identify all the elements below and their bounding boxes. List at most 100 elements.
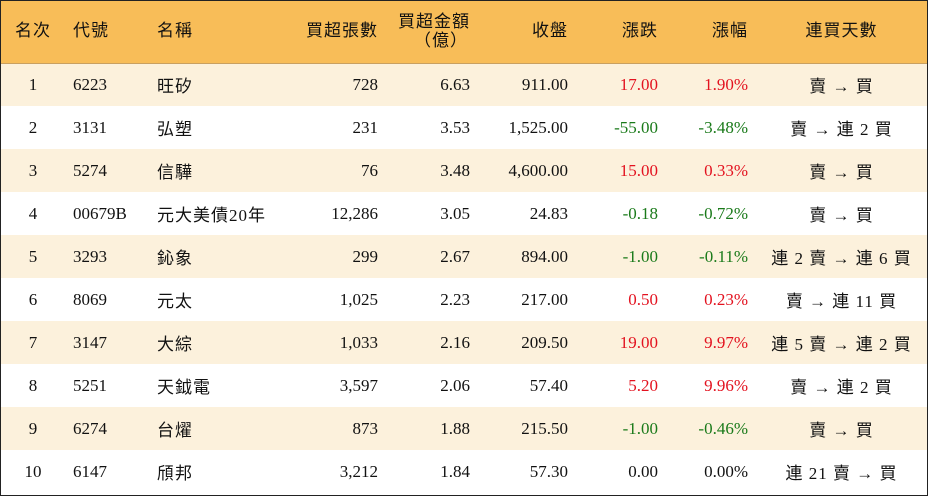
cell-change: 0.00	[628, 461, 658, 481]
cell-net-amount: 2.23	[440, 289, 470, 309]
cell-net-lots: 873	[352, 418, 379, 438]
cell-net-lots: 1,025	[339, 289, 378, 309]
cell-net-lots: 299	[352, 246, 379, 266]
cell-net-lots: 231	[352, 117, 379, 137]
cell-net-lots: 76	[361, 160, 378, 180]
header-net-lots: 買超張數	[294, 1, 386, 64]
cell-net-amount: 1.84	[440, 461, 470, 481]
cell-net-amount: 1.88	[440, 418, 470, 438]
header-net-amount-line1: 買超金額	[398, 12, 470, 32]
cell-net-amount: 3.05	[440, 203, 470, 223]
cell-net-lots: 3,597	[339, 375, 378, 395]
table-row: 9 6274 台燿 873 1.88 215.50 -1.00 -0.46% 賣…	[1, 407, 927, 450]
cell-code: 6274	[73, 418, 107, 438]
header-net-amount-line2: （億）	[414, 30, 468, 50]
cell-code: 3131	[73, 117, 107, 137]
cell-change: 5.20	[628, 375, 658, 395]
table-row: 7 3147 大綜 1,033 2.16 209.50 19.00 9.97% …	[1, 321, 927, 364]
header-close: 收盤	[478, 1, 576, 64]
header-name: 名稱	[149, 1, 294, 64]
cell-streak: 賣 → 買	[809, 206, 874, 225]
header-streak: 連買天數	[756, 1, 927, 64]
cell-change-pct: 0.33%	[704, 160, 748, 180]
header-net-amount: 買超金額 （億）	[386, 1, 478, 64]
table-row: 3 5274 信驊 76 3.48 4,600.00 15.00 0.33% 賣…	[1, 149, 927, 192]
cell-net-amount: 3.48	[440, 160, 470, 180]
cell-code: 5251	[73, 375, 107, 395]
cell-rank: 2	[28, 117, 38, 137]
cell-close: 4,600.00	[508, 160, 569, 180]
header-rank: 名次	[1, 1, 65, 64]
cell-rank: 8	[28, 375, 38, 395]
cell-change-pct: 1.90%	[704, 74, 748, 94]
cell-streak: 賣 → 連 11 買	[785, 292, 898, 311]
cell-change-pct: 0.00%	[704, 461, 748, 481]
cell-name: 鈊象	[157, 249, 193, 268]
cell-change-pct: -0.72%	[698, 203, 748, 223]
cell-net-amount: 2.67	[440, 246, 470, 266]
cell-close: 24.83	[529, 203, 568, 223]
cell-code: 8069	[73, 289, 107, 309]
cell-rank: 5	[28, 246, 38, 266]
cell-name: 元太	[157, 292, 193, 311]
cell-change-pct: -0.11%	[699, 246, 748, 266]
cell-streak: 連 5 賣 → 連 2 買	[771, 335, 912, 354]
cell-change: -1.00	[622, 418, 658, 438]
cell-net-amount: 2.06	[440, 375, 470, 395]
header-change: 漲跌	[576, 1, 666, 64]
cell-close: 209.50	[521, 332, 568, 352]
table-row: 2 3131 弘塑 231 3.53 1,525.00 -55.00 -3.48…	[1, 106, 927, 149]
table-row: 1 6223 旺矽 728 6.63 911.00 17.00 1.90% 賣 …	[1, 63, 927, 106]
cell-change: -55.00	[614, 117, 658, 137]
cell-streak: 賣 → 連 2 買	[790, 120, 893, 139]
cell-net-amount: 2.16	[440, 332, 470, 352]
table-body: 1 6223 旺矽 7 2 8 6.63 911.00 17.00 1.90% 賣 …	[1, 63, 927, 493]
cell-rank: 3	[28, 160, 38, 180]
cell-rank: 1	[28, 74, 38, 94]
cell-close: 894.00	[521, 246, 568, 266]
table-header: 名次 代號 名稱 買超張數 買超金額 （億） 收盤 漲跌 漲幅 連買天數	[1, 1, 927, 64]
cell-name: 元大美債20年	[157, 206, 266, 225]
cell-streak: 賣 → 買	[809, 421, 874, 440]
cell-name: 旺矽	[157, 77, 193, 97]
cell-name: 台燿	[157, 421, 193, 440]
table-row: 6 8069 元太 1,025 2.23 217.00 0.50 0.23% 賣…	[1, 278, 927, 321]
cell-close: 911.00	[521, 74, 568, 94]
cell-change-pct: -0.46%	[698, 418, 748, 438]
cell-net-lots: 3,212	[339, 461, 378, 481]
cell-net-amount: 3.53	[440, 117, 470, 137]
header-row: 名次 代號 名稱 買超張數 買超金額 （億） 收盤 漲跌 漲幅 連買天數	[1, 1, 927, 64]
cell-close: 57.40	[529, 375, 568, 395]
cell-rank: 7	[28, 332, 38, 352]
cell-code: 3147	[73, 332, 107, 352]
cell-name: 弘塑	[157, 120, 193, 139]
cell-change-pct: 9.97%	[704, 332, 748, 352]
cell-name: 天鉞電	[157, 378, 211, 397]
header-change-pct: 漲幅	[666, 1, 756, 64]
table-row: 4 00679B 元大美債20年 12,286 3.05 24.83 -0.18…	[1, 192, 927, 235]
cell-code: 3293	[73, 246, 107, 266]
cell-change: 17.00	[619, 74, 658, 94]
cell-net-amount: 6.63	[440, 74, 470, 94]
table-row: 8 5251 天鉞電 3,597 2.06 57.40 5.20 9.96% 賣…	[1, 364, 927, 407]
cell-rank: 4	[28, 203, 38, 223]
table-row: 5 3293 鈊象 299 2.67 894.00 -1.00 -0.11% 連…	[1, 235, 927, 278]
cell-close: 57.30	[529, 461, 568, 481]
cell-streak: 賣 → 連 2 買	[790, 378, 893, 397]
cell-change-pct: 9.96%	[704, 375, 748, 395]
header-code: 代號	[65, 1, 149, 64]
cell-close: 1,525.00	[508, 117, 569, 137]
cell-change: -1.00	[622, 246, 658, 266]
cell-code: 6223	[73, 74, 107, 94]
cell-change-pct: -3.48%	[698, 117, 748, 137]
cell-change: 0.50	[628, 289, 658, 309]
cell-rank: 9	[28, 418, 38, 438]
cell-net-lots: 1,033	[339, 332, 378, 352]
cell-close: 215.50	[521, 418, 568, 438]
cell-close: 217.00	[521, 289, 568, 309]
cell-streak: 賣 → 買	[809, 163, 874, 182]
cell-code: 00679B	[73, 203, 127, 223]
cell-name: 頎邦	[157, 464, 193, 483]
